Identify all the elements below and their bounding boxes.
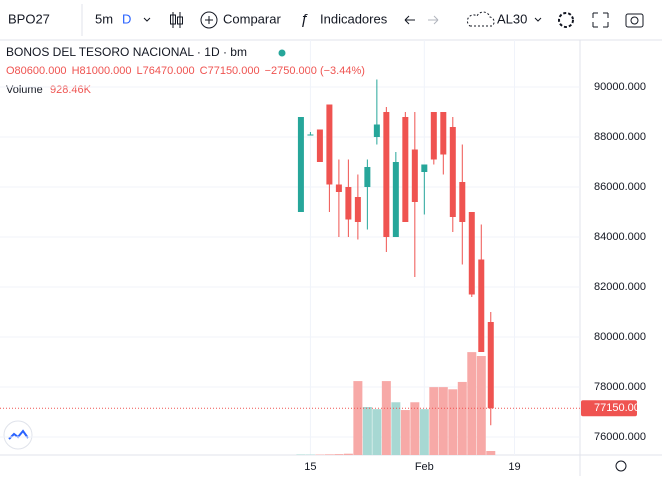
candle-body: [317, 130, 323, 163]
y-tick-label: 84000.000: [594, 231, 646, 243]
candle-body: [440, 112, 446, 155]
candle-body: [478, 260, 484, 353]
candle-body: [421, 165, 427, 173]
indicators[interactable]: Indicadores: [320, 11, 388, 26]
candle-body: [336, 185, 342, 193]
volume-value: 928.46K: [50, 84, 92, 96]
candle-body: [383, 112, 389, 237]
indicators-icon[interactable]: ƒ: [300, 11, 308, 28]
logo[interactable]: [4, 421, 32, 449]
candle-body: [364, 167, 370, 187]
ohlc-value: H81000.000: [72, 65, 132, 77]
ohlc-value: O80600.000: [6, 65, 67, 77]
last-price-label: 77150.000: [594, 402, 646, 414]
ohlc-value: −2750.000 (−3.44%): [265, 65, 365, 77]
y-tick-label: 82000.000: [594, 281, 646, 293]
volume-bar: [391, 402, 400, 455]
volume-bar: [439, 387, 448, 455]
candle-body: [326, 105, 332, 185]
volume-bar: [401, 410, 410, 455]
volume-bar: [458, 382, 467, 455]
range[interactable]: D: [122, 11, 131, 26]
volume-bar: [448, 389, 457, 455]
candle-body: [431, 112, 437, 160]
volume-bar: [467, 352, 476, 455]
candle-body: [469, 212, 475, 295]
candle-body: [393, 162, 399, 237]
volume-bar: [325, 454, 334, 455]
volume-bar: [296, 454, 305, 455]
ohlc-value: C77150.000: [200, 65, 260, 77]
candle-body: [412, 150, 418, 203]
volume-bar: [334, 454, 343, 455]
volume-title: Volume: [6, 84, 43, 96]
chart-title: BONOS DEL TESORO NACIONAL · 1D · bm: [6, 45, 247, 59]
volume-bar: [429, 387, 438, 455]
symbol[interactable]: BPO27: [8, 11, 50, 26]
volume-bar: [344, 454, 353, 455]
candle-body: [459, 182, 465, 222]
y-tick-label: 90000.000: [594, 81, 646, 93]
interval[interactable]: 5m: [95, 11, 113, 26]
volume-bar: [486, 451, 495, 455]
y-tick-label: 78000.000: [594, 381, 646, 393]
candle-body: [374, 125, 380, 138]
compare[interactable]: Comparar: [223, 11, 281, 26]
volume-bar: [382, 381, 391, 455]
compare-symbol[interactable]: AL30: [497, 11, 527, 26]
status-dot: [279, 50, 286, 57]
volume-bar: [420, 409, 429, 455]
y-tick-label: 76000.000: [594, 431, 646, 443]
y-tick-label: 80000.000: [594, 331, 646, 343]
y-tick-label: 86000.000: [594, 181, 646, 193]
x-tick-label: Feb: [415, 461, 434, 473]
volume-bar: [363, 407, 372, 455]
volume-bar: [410, 402, 419, 455]
candle-body: [450, 127, 456, 217]
ohlc-legend: O80600.000 H81000.000 L76470.000 C77150.000…: [6, 65, 365, 77]
volume-bar: [372, 409, 381, 455]
candle-body: [488, 322, 494, 408]
x-tick-label: 19: [508, 461, 520, 473]
candle-body: [345, 187, 351, 220]
volume-bar: [353, 381, 362, 455]
candle-body: [298, 117, 304, 212]
volume-bar: [477, 356, 486, 455]
ohlc-value: L76470.000: [137, 65, 195, 77]
candle-body: [355, 197, 361, 222]
candle-body: [402, 117, 408, 222]
x-tick-label: 15: [304, 461, 316, 473]
y-tick-label: 88000.000: [594, 131, 646, 143]
candle-body: [307, 135, 313, 136]
